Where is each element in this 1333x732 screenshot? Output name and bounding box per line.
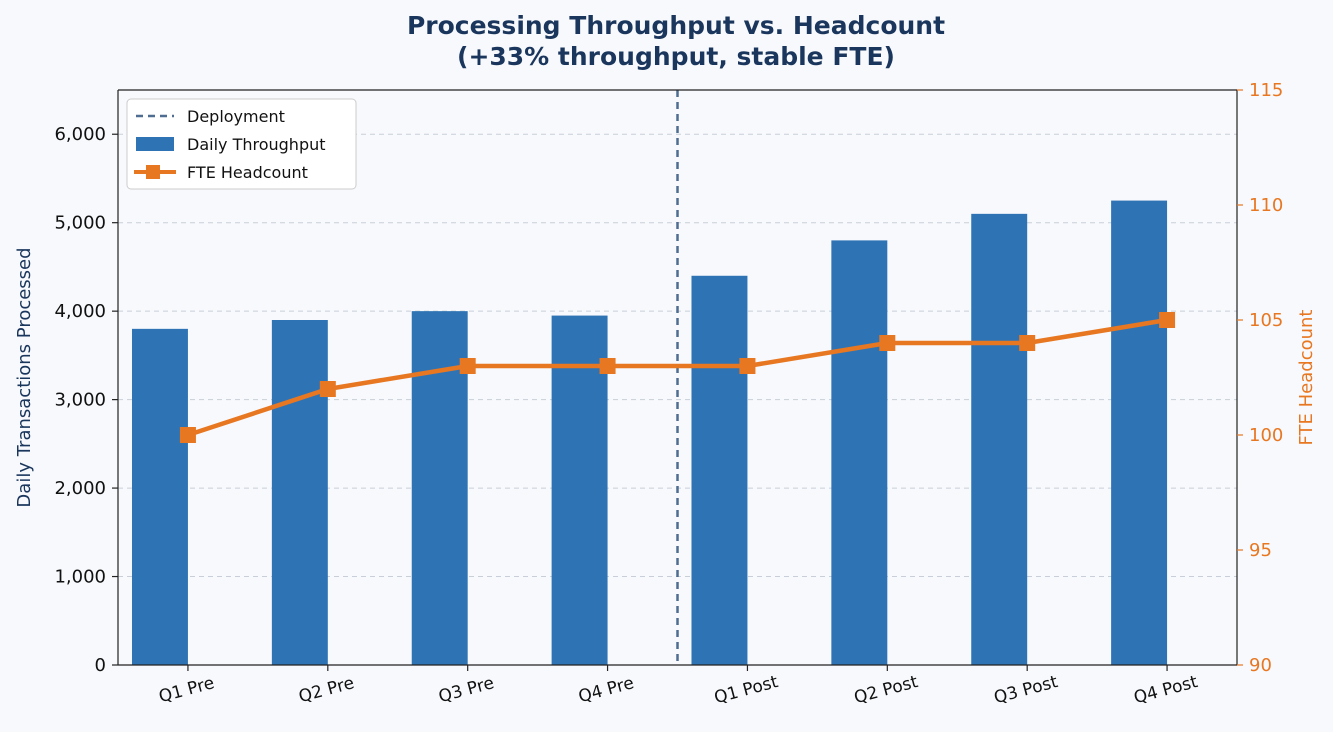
bar-0 — [131, 328, 188, 665]
bar-1 — [271, 320, 328, 665]
fte-marker-3 — [599, 358, 616, 374]
right-tick-label-1: 95 — [1249, 540, 1272, 561]
left-tick-label-3: 3,000 — [54, 390, 106, 411]
x-tick-label-4: Q1 Post — [712, 672, 780, 708]
bar-5 — [831, 240, 888, 665]
bar-7 — [1111, 200, 1168, 666]
x-tick-label-7: Q4 Post — [1132, 672, 1200, 708]
right-tick-label-5: 115 — [1249, 80, 1283, 101]
bar-series — [131, 200, 1168, 666]
x-tick-label-5: Q2 Post — [852, 672, 920, 708]
x-tick-label-1: Q2 Pre — [297, 673, 357, 707]
legend-throughput-swatch — [136, 137, 174, 151]
fte-marker-1 — [319, 381, 336, 397]
left-axis-ticks: 0 1,000 2,000 3,000 4,000 5,000 6,000 — [54, 124, 118, 676]
legend-throughput-label: Daily Throughput — [187, 135, 326, 154]
right-axis-ticks: 90 95 100 105 110 115 — [1237, 80, 1283, 676]
legend: Deployment Daily Throughput FTE Headcoun… — [126, 98, 357, 190]
left-tick-label-0: 0 — [95, 655, 106, 676]
x-tick-label-6: Q3 Post — [992, 672, 1060, 708]
bar-6 — [971, 213, 1028, 665]
fte-marker-0 — [179, 427, 196, 443]
fte-marker-2 — [459, 358, 476, 374]
fte-marker-6 — [1019, 335, 1036, 351]
chart-title-line2: (+33% throughput, stable FTE) — [457, 42, 895, 71]
fte-marker-5 — [879, 335, 896, 351]
right-tick-label-0: 90 — [1249, 655, 1272, 676]
left-tick-label-6: 6,000 — [54, 124, 106, 145]
legend-deployment-label: Deployment — [187, 107, 285, 126]
legend-fte-label: FTE Headcount — [187, 163, 308, 182]
bar-4 — [691, 275, 748, 665]
line-series — [179, 312, 1176, 443]
left-tick-label-4: 4,000 — [54, 301, 106, 322]
x-tick-label-2: Q3 Pre — [436, 673, 496, 707]
right-tick-label-2: 100 — [1249, 425, 1283, 446]
x-tick-label-0: Q1 Pre — [157, 673, 217, 707]
legend-box — [126, 98, 357, 190]
right-axis-label: FTE Headcount — [1296, 310, 1317, 446]
fte-marker-7 — [1159, 312, 1176, 328]
chart-title-line1: Processing Throughput vs. Headcount — [407, 11, 945, 40]
left-axis-label: Daily Transactions Processed — [14, 247, 35, 507]
right-tick-label-3: 105 — [1249, 310, 1283, 331]
left-tick-label-2: 2,000 — [54, 478, 106, 499]
left-tick-label-5: 5,000 — [54, 213, 106, 234]
right-tick-label-4: 110 — [1249, 195, 1283, 216]
axes — [117, 89, 1238, 666]
fte-marker-4 — [739, 358, 756, 374]
x-tick-label-3: Q4 Pre — [576, 673, 636, 707]
bar-3 — [551, 315, 608, 665]
bar-2 — [411, 311, 468, 665]
fte-line — [187, 317, 1168, 438]
legend-fte-swatch-marker — [146, 165, 160, 179]
x-axis-ticks: Q1 Pre Q2 Pre Q3 Pre Q4 Pre Q1 Post Q2 Post Q3… — [157, 665, 1200, 708]
left-tick-label-1: 1,000 — [54, 567, 106, 588]
